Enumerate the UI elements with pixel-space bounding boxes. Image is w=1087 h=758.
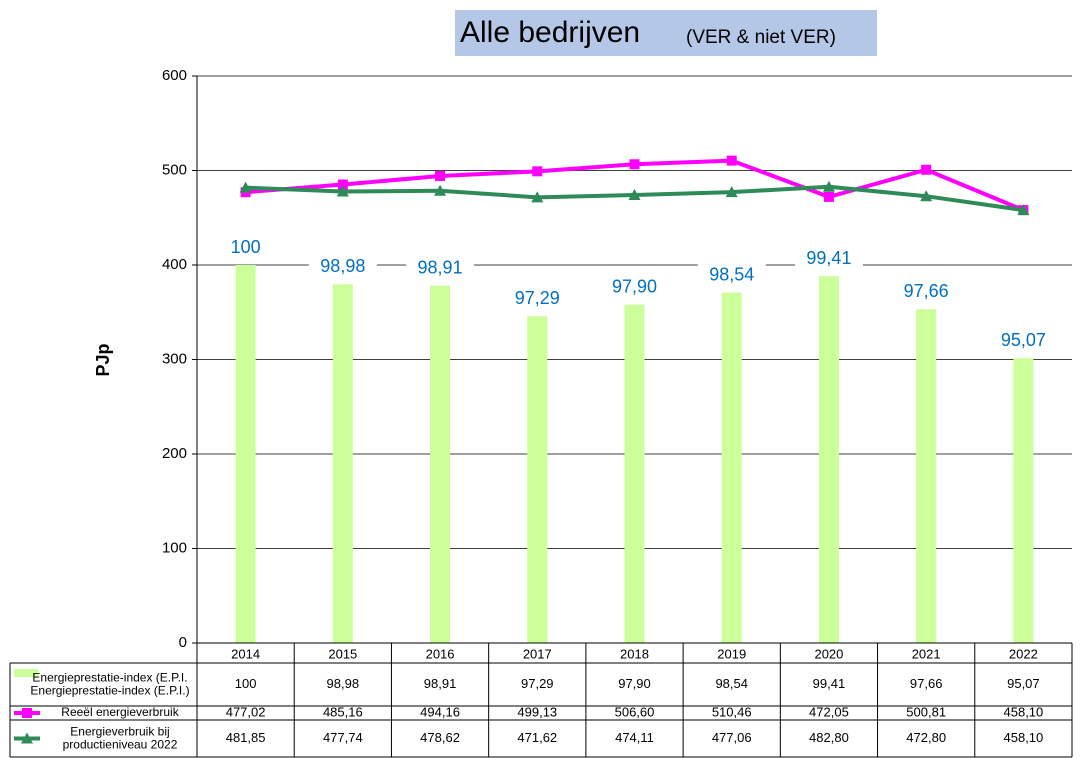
- legend-entry: Energieverbruik bij productieniveau 2022: [63, 725, 178, 752]
- x-tick-label: 2015: [328, 646, 357, 661]
- label-bg: [406, 255, 475, 280]
- legend-marker: [22, 708, 32, 718]
- marker: [628, 188, 641, 200]
- data-label: 97,66: [904, 281, 949, 301]
- data-label: 98,91: [418, 257, 463, 277]
- table-cell: 472,80: [906, 730, 946, 745]
- label-bg: [892, 279, 961, 304]
- x-tick-label: 2020: [814, 646, 843, 661]
- marker: [823, 191, 834, 202]
- bar: [916, 309, 937, 643]
- marker: [822, 180, 835, 192]
- table-cell: 472,05: [809, 704, 849, 719]
- table-cell: 99,41: [813, 676, 846, 691]
- legend-swatch: [14, 669, 38, 677]
- x-tick-label: 2022: [1009, 646, 1038, 661]
- marker: [531, 191, 544, 203]
- table-cell: 97,90: [618, 676, 651, 691]
- title-box: [455, 10, 877, 56]
- table-cell: 100: [235, 676, 257, 691]
- table-cell: 485,16: [323, 704, 363, 719]
- table-cell: 458,10: [1004, 704, 1044, 719]
- table-cell: 97,66: [910, 676, 943, 691]
- y-tick-label: 300: [162, 350, 187, 367]
- table-cell: 478,62: [420, 730, 460, 745]
- y-tick-label: 200: [162, 445, 187, 462]
- legend-marker: [21, 732, 33, 744]
- bar: [430, 285, 451, 643]
- label-bg: [211, 235, 280, 259]
- y-tick-label: 500: [162, 161, 187, 178]
- table-cell: 477,74: [323, 730, 363, 745]
- marker: [921, 164, 932, 175]
- table-cell: 471,62: [517, 730, 557, 745]
- bar: [1013, 358, 1034, 643]
- data-label: 98,98: [320, 256, 365, 276]
- y-axis-label: PJp: [93, 343, 113, 376]
- table-cell: 510,46: [712, 704, 752, 719]
- table-cell: 500,81: [906, 704, 946, 719]
- legend-entry: Reeël energieverbruik: [61, 705, 179, 719]
- data-label: 98,54: [709, 264, 754, 284]
- bar: [332, 284, 353, 643]
- table-cell: 477,02: [226, 704, 266, 719]
- label-bg: [989, 328, 1058, 353]
- data-label: 97,29: [515, 288, 560, 308]
- legend-entry: Energieprestatie-index (E.P.I. Energiepre…: [30, 671, 189, 698]
- table-cell: 499,13: [517, 704, 557, 719]
- data-label: 100: [231, 237, 261, 257]
- marker: [629, 159, 640, 170]
- label-bg: [503, 286, 572, 311]
- bar: [235, 265, 256, 643]
- x-tick-label: 2018: [620, 646, 649, 661]
- label-bg: [600, 274, 669, 299]
- table-cell: 97,29: [521, 676, 554, 691]
- bar: [527, 316, 548, 643]
- marker: [337, 179, 348, 190]
- marker: [1017, 204, 1030, 216]
- table-cell: 494,16: [420, 704, 460, 719]
- y-tick-label: 600: [162, 67, 187, 84]
- label-bg: [697, 262, 766, 287]
- y-tick-label: 0: [179, 634, 187, 651]
- chart-subtitle: (VER & niet VER): [686, 27, 836, 48]
- y-tick-label: 400: [162, 256, 187, 273]
- table-cell: 506,60: [615, 704, 655, 719]
- marker: [532, 166, 543, 177]
- table-cell: 98,98: [327, 676, 360, 691]
- table-cell: 474,11: [615, 730, 654, 745]
- x-tick-label: 2017: [523, 646, 552, 661]
- marker: [434, 184, 447, 196]
- table-cell: 482,80: [809, 730, 849, 745]
- marker: [435, 171, 446, 182]
- bar: [818, 276, 839, 643]
- x-tick-label: 2019: [717, 646, 746, 661]
- marker: [336, 185, 349, 197]
- data-label: 99,41: [806, 248, 851, 268]
- marker: [239, 181, 252, 193]
- table-cell: 95,07: [1007, 676, 1040, 691]
- table-cell: 98,54: [715, 676, 748, 691]
- y-tick-label: 100: [162, 539, 187, 556]
- marker: [920, 190, 933, 202]
- bar: [624, 304, 645, 643]
- label-bg: [794, 246, 863, 271]
- table-cell: 477,06: [712, 730, 752, 745]
- table-cell: 481,85: [226, 730, 266, 745]
- table-cell: 98,91: [424, 676, 457, 691]
- chart-title: Alle bedrijven: [460, 16, 640, 49]
- data-label: 97,90: [612, 276, 657, 296]
- bar: [721, 292, 742, 643]
- x-tick-label: 2016: [426, 646, 455, 661]
- table-cell: 458,10: [1004, 730, 1044, 745]
- label-bg: [308, 254, 377, 279]
- x-tick-label: 2014: [231, 646, 260, 661]
- marker: [726, 155, 737, 166]
- marker: [725, 186, 738, 198]
- data-label: 95,07: [1001, 330, 1046, 350]
- x-tick-label: 2021: [912, 646, 941, 661]
